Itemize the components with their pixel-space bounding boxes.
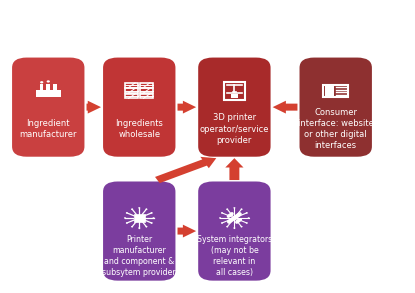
Circle shape bbox=[246, 212, 248, 214]
Circle shape bbox=[221, 222, 223, 224]
FancyBboxPatch shape bbox=[12, 57, 84, 157]
Polygon shape bbox=[36, 90, 61, 97]
Circle shape bbox=[221, 212, 223, 214]
FancyBboxPatch shape bbox=[300, 57, 372, 157]
Circle shape bbox=[240, 226, 243, 227]
Text: 3D printer
operator/service
provider: 3D printer operator/service provider bbox=[200, 113, 269, 145]
Circle shape bbox=[145, 209, 147, 210]
Text: Ingredients
wholesale: Ingredients wholesale bbox=[115, 119, 163, 139]
Circle shape bbox=[126, 222, 128, 224]
Circle shape bbox=[46, 80, 50, 83]
Polygon shape bbox=[273, 101, 298, 114]
FancyBboxPatch shape bbox=[231, 94, 238, 98]
Circle shape bbox=[126, 212, 128, 214]
Circle shape bbox=[233, 227, 235, 229]
Circle shape bbox=[246, 222, 248, 224]
Circle shape bbox=[226, 209, 228, 210]
FancyBboxPatch shape bbox=[103, 181, 176, 281]
Polygon shape bbox=[40, 84, 44, 90]
Circle shape bbox=[138, 207, 140, 209]
Text: Ingredient
manufacturer: Ingredient manufacturer bbox=[20, 119, 77, 139]
Polygon shape bbox=[178, 101, 196, 114]
Polygon shape bbox=[46, 84, 50, 90]
Polygon shape bbox=[225, 158, 244, 180]
Circle shape bbox=[131, 226, 133, 227]
Circle shape bbox=[138, 227, 140, 229]
Polygon shape bbox=[86, 101, 101, 114]
Polygon shape bbox=[53, 84, 56, 90]
Circle shape bbox=[151, 212, 153, 214]
Circle shape bbox=[233, 207, 235, 209]
Polygon shape bbox=[155, 157, 216, 183]
FancyBboxPatch shape bbox=[325, 86, 334, 96]
FancyBboxPatch shape bbox=[134, 214, 144, 222]
Circle shape bbox=[248, 217, 250, 219]
Circle shape bbox=[151, 222, 153, 224]
Text: System integrators
(may not be
relevant in
all cases): System integrators (may not be relevant … bbox=[197, 235, 272, 277]
Circle shape bbox=[226, 226, 228, 227]
Text: Printer
manufacturer
and component &
subsytem provider: Printer manufacturer and component & sub… bbox=[103, 235, 176, 277]
Text: Consumer
interface: website
or other digital
interfaces: Consumer interface: website or other dig… bbox=[298, 108, 374, 150]
FancyBboxPatch shape bbox=[198, 181, 271, 281]
Circle shape bbox=[131, 209, 133, 210]
Circle shape bbox=[124, 217, 126, 219]
Circle shape bbox=[240, 209, 243, 210]
Circle shape bbox=[152, 217, 155, 219]
Circle shape bbox=[40, 81, 43, 84]
FancyBboxPatch shape bbox=[103, 57, 176, 157]
Circle shape bbox=[145, 226, 147, 227]
FancyBboxPatch shape bbox=[198, 57, 271, 157]
Circle shape bbox=[219, 217, 221, 219]
Polygon shape bbox=[178, 225, 196, 238]
